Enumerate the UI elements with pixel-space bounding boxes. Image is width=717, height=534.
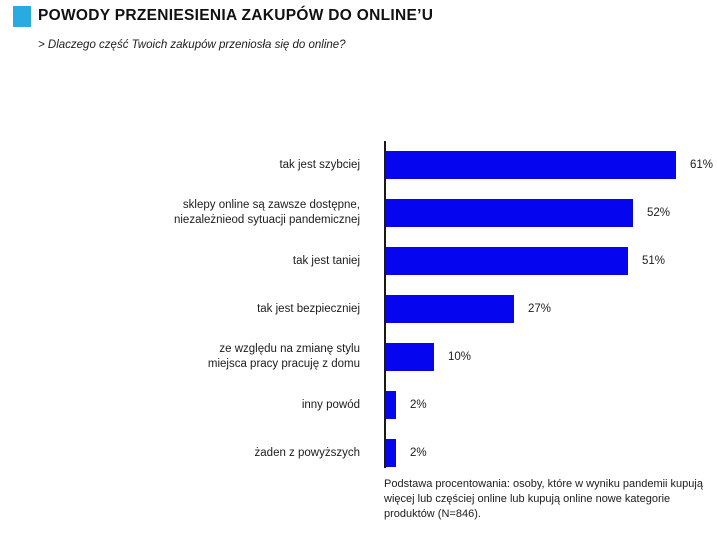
chart-row: żaden z powyższych 2% bbox=[0, 429, 717, 477]
bar-wrap: 51% bbox=[386, 237, 665, 285]
value-label: 2% bbox=[410, 399, 427, 411]
chart-row: tak jest bezpieczniej 27% bbox=[0, 285, 717, 333]
bar bbox=[386, 199, 633, 227]
bar bbox=[386, 343, 434, 371]
bar-wrap: 2% bbox=[386, 381, 427, 429]
category-label: tak jest szybciej bbox=[279, 158, 360, 171]
category-label: ze względu na zmianę stylu miejsca pracy… bbox=[207, 343, 360, 370]
category-label: sklepy online są zawsze dostępne, niezal… bbox=[173, 199, 360, 226]
category-label: tak jest bezpieczniej bbox=[257, 302, 360, 315]
value-label: 27% bbox=[528, 303, 552, 315]
category-label: żaden z powyższych bbox=[254, 446, 360, 459]
chart-row: tak jest szybciej 61% bbox=[0, 141, 717, 189]
category-label: tak jest taniej bbox=[292, 254, 360, 267]
bar-wrap: 10% bbox=[386, 333, 471, 381]
value-label: 61% bbox=[690, 159, 714, 171]
chart-axis-line bbox=[384, 141, 386, 468]
chart-row: sklepy online są zawsze dostępne, niezal… bbox=[0, 189, 717, 237]
chart-row: tak jest taniej 51% bbox=[0, 237, 717, 285]
chart-row: ze względu na zmianę stylu miejsca pracy… bbox=[0, 333, 717, 381]
value-label: 52% bbox=[647, 207, 671, 219]
bar-chart: tak jest szybciej 61% sklepy online są zaw… bbox=[0, 141, 717, 477]
value-label: 10% bbox=[448, 351, 472, 363]
value-label: 2% bbox=[410, 447, 427, 459]
category-label: inny powód bbox=[301, 398, 360, 411]
value-label: 51% bbox=[642, 255, 666, 267]
bar-chart-rows: tak jest szybciej 61% sklepy online są zaw… bbox=[0, 141, 717, 477]
page-title: POWODY PRZENIESIENIA ZAKUPÓW DO ONLINE’U bbox=[38, 7, 434, 24]
bar-wrap: 61% bbox=[386, 141, 713, 189]
bar bbox=[386, 295, 514, 323]
page-subtitle: > Dlaczego część Twoich zakupów przenios… bbox=[38, 39, 346, 51]
bar bbox=[386, 391, 396, 419]
bar bbox=[386, 151, 676, 179]
chart-row: inny powód 2% bbox=[0, 381, 717, 429]
bar bbox=[386, 439, 396, 467]
bar-wrap: 52% bbox=[386, 189, 670, 237]
bar bbox=[386, 247, 628, 275]
bar-wrap: 2% bbox=[386, 429, 427, 477]
bar-wrap: 27% bbox=[386, 285, 551, 333]
section-marker-icon bbox=[13, 6, 31, 27]
footnote: Podstawa procentowania: osoby, które w w… bbox=[384, 478, 703, 520]
